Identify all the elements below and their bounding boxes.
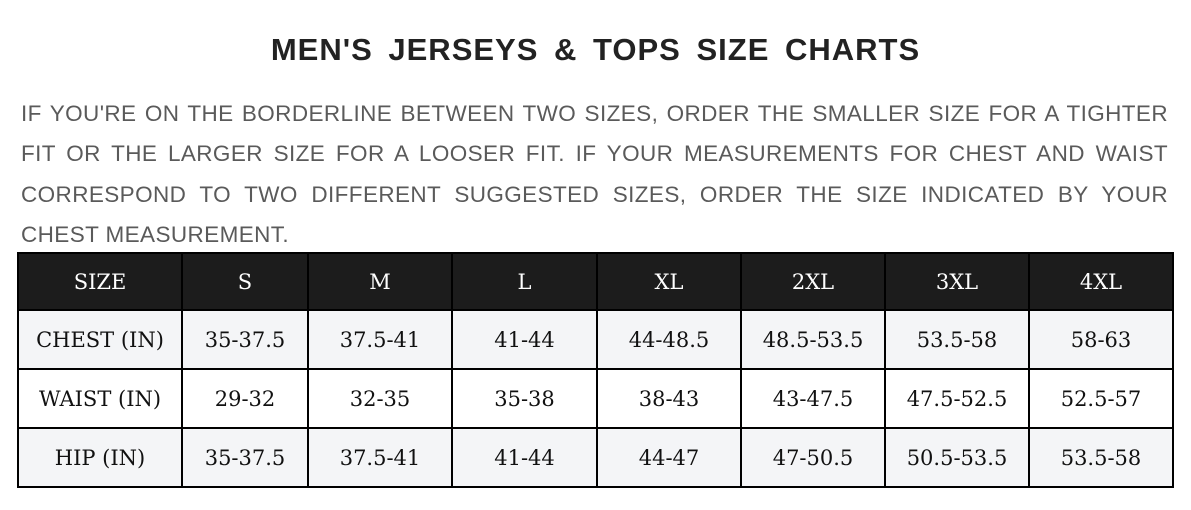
size-chart-table: SIZE S M L XL 2XL 3XL 4XL CHEST (IN) 35-37.5 37.5-… bbox=[17, 252, 1174, 488]
table-cell: 41-44 bbox=[451, 309, 598, 370]
table-cell: 35-37.5 bbox=[181, 309, 309, 370]
table-cell: 2XL bbox=[740, 252, 886, 311]
row-label: CHEST (IN) bbox=[17, 309, 183, 370]
table-cell: 35-37.5 bbox=[181, 427, 309, 488]
row-label: SIZE bbox=[17, 252, 183, 311]
table-cell: 44-48.5 bbox=[596, 309, 742, 370]
table-cell: L bbox=[451, 252, 598, 311]
table-cell: 35-38 bbox=[451, 368, 598, 429]
table-row: CHEST (IN) 35-37.5 37.5-41 41-44 44-48.5 48.5… bbox=[17, 309, 1174, 370]
table-cell: 4XL bbox=[1028, 252, 1174, 311]
table-cell: S bbox=[181, 252, 309, 311]
table-row: WAIST (IN) 29-32 32-35 35-38 38-43 43-47.5 47.… bbox=[17, 368, 1174, 429]
table-cell: 32-35 bbox=[307, 368, 453, 429]
table-cell: 43-47.5 bbox=[740, 368, 886, 429]
row-label: HIP (IN) bbox=[17, 427, 183, 488]
table-cell: 47-50.5 bbox=[740, 427, 886, 488]
table-cell: 3XL bbox=[884, 252, 1030, 311]
table-cell: 37.5-41 bbox=[307, 427, 453, 488]
table-cell: M bbox=[307, 252, 453, 311]
table-cell: 58-63 bbox=[1028, 309, 1174, 370]
table-cell: 53.5-58 bbox=[884, 309, 1030, 370]
table-cell: XL bbox=[596, 252, 742, 311]
sizing-note: IF YOU'RE ON THE BORDERLINE BETWEEN TWO … bbox=[21, 101, 1168, 247]
table-cell: 38-43 bbox=[596, 368, 742, 429]
table-cell: 41-44 bbox=[451, 427, 598, 488]
table-cell: 29-32 bbox=[181, 368, 309, 429]
table-header-row: SIZE S M L XL 2XL 3XL 4XL bbox=[17, 252, 1174, 311]
table-cell: 53.5-58 bbox=[1028, 427, 1174, 488]
table-cell: 37.5-41 bbox=[307, 309, 453, 370]
table-row: HIP (IN) 35-37.5 37.5-41 41-44 44-47 47-50.5 5… bbox=[17, 427, 1174, 488]
page-title: MEN'S JERSEYS & TOPS SIZE CHARTS bbox=[270, 32, 921, 67]
table-cell: 44-47 bbox=[596, 427, 742, 488]
row-label: WAIST (IN) bbox=[17, 368, 183, 429]
table-cell: 52.5-57 bbox=[1028, 368, 1174, 429]
table-cell: 47.5-52.5 bbox=[884, 368, 1030, 429]
table-cell: 50.5-53.5 bbox=[884, 427, 1030, 488]
table-cell: 48.5-53.5 bbox=[740, 309, 886, 370]
